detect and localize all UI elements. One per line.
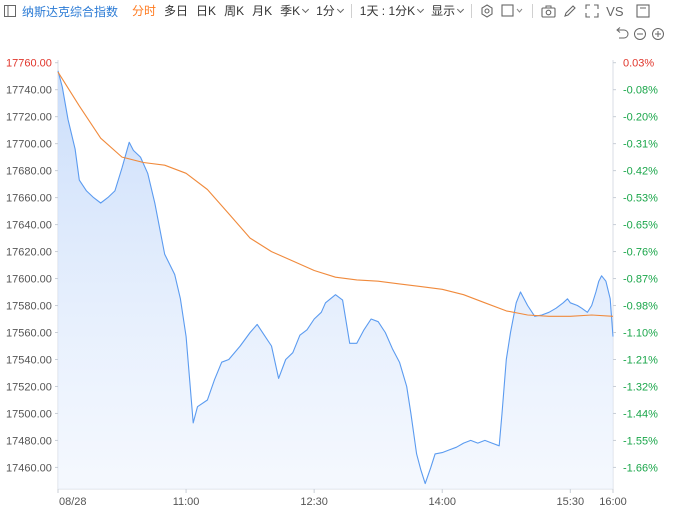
- pct-tick-label: -0.31%: [623, 139, 658, 151]
- y-tick-label: 17560.00: [6, 328, 52, 340]
- pct-tick-label: -1.21%: [623, 354, 658, 366]
- y-tick-label: 17580.00: [6, 301, 52, 313]
- pct-tick-label: -0.76%: [623, 247, 658, 259]
- x-tick-label: 12:30: [300, 496, 328, 508]
- y-tick-label: 17760.00: [6, 58, 52, 70]
- y-tick-label: 17640.00: [6, 220, 52, 232]
- zoom-out-circle: [634, 28, 646, 40]
- square-icon[interactable]: [501, 3, 525, 19]
- tab-monthly-k[interactable]: 月K: [252, 4, 273, 18]
- toolbar-divider: [350, 4, 352, 18]
- y-tick-label: 17740.00: [6, 85, 52, 97]
- undo-icon[interactable]: [616, 27, 629, 39]
- undo-icon-shape: [618, 29, 629, 39]
- tab-intraday[interactable]: 分时: [132, 4, 157, 18]
- pct-tick-label: -0.42%: [623, 166, 658, 178]
- x-tick-label: 14:00: [428, 496, 456, 508]
- pct-tick-label: -0.98%: [623, 301, 658, 313]
- y-tick-label: 17660.00: [6, 193, 52, 205]
- sidebar-toggle-icon[interactable]: [4, 5, 16, 17]
- y-tick-label: 17700.00: [6, 139, 52, 151]
- pct-tick-label: -0.65%: [623, 220, 658, 232]
- interval-dropdown[interactable]: 1分: [312, 0, 347, 22]
- y-tick-label: 17460.00: [6, 462, 52, 474]
- toolbar-divider: [532, 4, 534, 18]
- toolbar-divider: [471, 4, 473, 18]
- pct-tick-label: -0.53%: [623, 193, 658, 205]
- y-tick-label: 17500.00: [6, 408, 52, 420]
- range-dropdown[interactable]: 1天 : 1分K: [356, 0, 427, 22]
- y-tick-label: 17680.00: [6, 166, 52, 178]
- tab-multi-day[interactable]: 多日: [164, 4, 189, 18]
- pct-tick-label: 0.03%: [623, 58, 654, 70]
- zoom-out-icon[interactable]: [634, 28, 646, 40]
- y-tick-label: 17620.00: [6, 247, 52, 259]
- index-title: 纳斯达克综合指数: [22, 4, 119, 19]
- price-line: [57, 70, 614, 485]
- pct-tick-label: -1.44%: [623, 408, 658, 420]
- tab-quarterly-k[interactable]: 季K: [276, 0, 312, 22]
- display-dropdown[interactable]: 显示: [427, 0, 467, 22]
- panel-icon[interactable]: [635, 3, 651, 19]
- x-tick-label: 15:30: [557, 496, 585, 508]
- price-area-fill: [58, 70, 613, 490]
- x-tick-label: 11:00: [173, 496, 200, 508]
- pct-tick-label: -0.87%: [623, 274, 658, 286]
- fullscreen-icon[interactable]: [584, 3, 600, 19]
- x-tick-label: 16:00: [599, 496, 627, 508]
- undo-icon-arrow: [616, 27, 621, 33]
- tab-daily-k[interactable]: 日K: [196, 4, 217, 18]
- y-tick-label: 17540.00: [6, 354, 52, 366]
- settings-icon[interactable]: [479, 3, 495, 19]
- intraday-chart[interactable]: 17760.00 17740.00 17720.00 17700.00 17680.00…: [0, 22, 673, 519]
- y-tick-label: 17720.00: [6, 112, 52, 124]
- x-tick-label: 08/28: [59, 496, 87, 508]
- pct-tick-label: -1.32%: [623, 381, 658, 393]
- average-price-line: [57, 71, 614, 317]
- chart-toolbar: 纳斯达克综合指数 分时 多日 日K 周K 月K 季K 1分 1天 : 1分K 显…: [0, 0, 673, 22]
- pct-tick-label: -0.08%: [623, 85, 658, 97]
- pct-tick-label: -1.66%: [623, 462, 658, 474]
- pen-icon[interactable]: [562, 3, 578, 19]
- y-tick-label: 17520.00: [6, 381, 52, 393]
- y-tick-label: 17480.00: [6, 435, 52, 447]
- pct-tick-label: -1.10%: [623, 328, 658, 340]
- zoom-in-icon[interactable]: [652, 28, 664, 40]
- tab-weekly-k[interactable]: 周K: [224, 4, 245, 18]
- camera-icon[interactable]: [540, 3, 556, 19]
- vs-compare-button[interactable]: VS: [606, 3, 624, 19]
- pct-tick-label: -0.20%: [623, 112, 658, 124]
- y-tick-label: 17600.00: [6, 274, 52, 286]
- pct-tick-label: -1.55%: [623, 435, 658, 447]
- zoom-in-circle: [652, 28, 664, 40]
